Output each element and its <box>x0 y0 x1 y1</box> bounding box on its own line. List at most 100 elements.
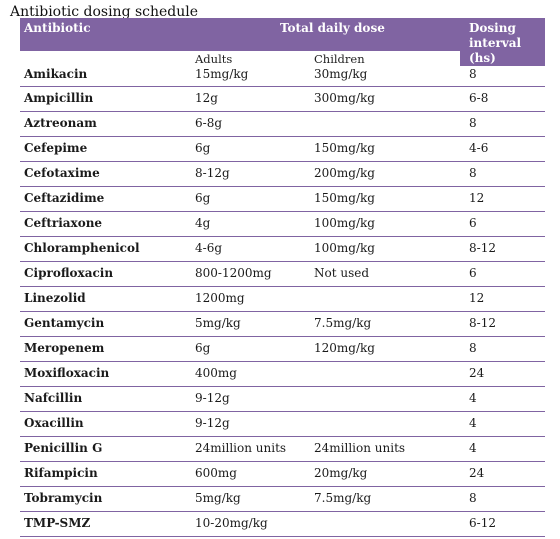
drug-name-cell: Gentamycin <box>24 316 105 330</box>
interval-cell: 12 <box>469 291 485 305</box>
interval-cell: 24 <box>469 466 485 480</box>
interval-cell: 4 <box>469 441 477 455</box>
adults-dose-cell: 15mg/kg <box>195 67 249 81</box>
adults-dose-cell: 5mg/kg <box>195 316 241 330</box>
table-header: Antibiotic Total daily dose Dosing inter… <box>20 18 545 66</box>
adults-dose-cell: 24million units <box>195 441 287 455</box>
table-row: Nafcillin 9-12g 4 <box>20 387 545 412</box>
drug-name-cell: Linezolid <box>24 291 86 305</box>
header-antibiotic: Antibiotic <box>24 21 91 35</box>
interval-cell: 4 <box>469 416 477 430</box>
adults-dose-cell: 6g <box>195 141 211 155</box>
drug-name-cell: Ceftazidime <box>24 191 105 205</box>
drug-name-cell: Cefepime <box>24 141 88 155</box>
children-dose-cell: 100mg/kg <box>314 216 375 230</box>
children-dose-cell: 24million units <box>314 441 406 455</box>
drug-name-cell: Chloramphenicol <box>24 241 140 255</box>
interval-cell: 12 <box>469 191 485 205</box>
table-row: Chloramphenicol 4-6g 100mg/kg 8-12 <box>20 237 545 262</box>
interval-cell: 8 <box>469 341 477 355</box>
interval-cell: 8 <box>469 491 477 505</box>
drug-name-cell: Ciprofloxacin <box>24 266 114 280</box>
adults-dose-cell: 6-8g <box>195 116 223 130</box>
table-body: Amikacin 15mg/kg 30mg/kg 8 Ampicillin 12g 300m… <box>20 66 545 537</box>
adults-dose-cell: 800-1200mg <box>195 266 272 280</box>
interval-cell: 4 <box>469 391 477 405</box>
interval-cell: 4-6 <box>469 141 489 155</box>
table-row: Meropenem 6g 120mg/kg 8 <box>20 337 545 362</box>
children-dose-cell: 20mg/kg <box>314 466 368 480</box>
header-total-daily-dose: Total daily dose <box>280 21 385 35</box>
adults-dose-cell: 9-12g <box>195 391 230 405</box>
interval-cell: 8 <box>469 67 477 81</box>
interval-cell: 8 <box>469 166 477 180</box>
adults-dose-cell: 9-12g <box>195 416 230 430</box>
table-row: Amikacin 15mg/kg 30mg/kg 8 <box>20 66 545 87</box>
header-dosing-interval: Dosing interval (hs) <box>469 21 522 65</box>
dosing-table: Antibiotic Total daily dose Dosing inter… <box>20 18 545 537</box>
table-row: Ceftazidime 6g 150mg/kg 12 <box>20 187 545 212</box>
table-row: Ceftriaxone 4g 100mg/kg 6 <box>20 212 545 237</box>
interval-cell: 6-12 <box>469 516 496 530</box>
table-row: Penicillin G 24million units 24million uni… <box>20 437 545 462</box>
children-dose-cell: 200mg/kg <box>314 166 375 180</box>
adults-dose-cell: 4g <box>195 216 211 230</box>
subheader-children: Children <box>314 52 365 66</box>
adults-dose-cell: 1200mg <box>195 291 245 305</box>
table-row: Linezolid 1200mg 12 <box>20 287 545 312</box>
table-row: Aztreonam 6-8g 8 <box>20 112 545 137</box>
adults-dose-cell: 600mg <box>195 466 237 480</box>
drug-name-cell: Cefotaxime <box>24 166 100 180</box>
children-dose-cell: 100mg/kg <box>314 241 375 255</box>
drug-name-cell: Amikacin <box>24 67 88 81</box>
adults-dose-cell: 5mg/kg <box>195 491 241 505</box>
drug-name-cell: Tobramycin <box>24 491 103 505</box>
drug-name-cell: Nafcillin <box>24 391 83 405</box>
interval-cell: 8-12 <box>469 316 496 330</box>
table-row: Ampicillin 12g 300mg/kg 6-8 <box>20 87 545 112</box>
table-row: Oxacillin 9-12g 4 <box>20 412 545 437</box>
children-dose-cell: Not used <box>314 266 370 280</box>
children-dose-cell: 150mg/kg <box>314 191 375 205</box>
adults-dose-cell: 8-12g <box>195 166 230 180</box>
drug-name-cell: Penicillin G <box>24 441 103 455</box>
table-row: Gentamycin 5mg/kg 7.5mg/kg 8-12 <box>20 312 545 337</box>
interval-cell: 6 <box>469 216 477 230</box>
interval-cell: 6 <box>469 266 477 280</box>
drug-name-cell: Oxacillin <box>24 416 84 430</box>
interval-cell: 8-12 <box>469 241 496 255</box>
drug-name-cell: TMP-SMZ <box>24 516 91 530</box>
adults-dose-cell: 10-20mg/kg <box>195 516 268 530</box>
drug-name-cell: Ceftriaxone <box>24 216 103 230</box>
interval-cell: 8 <box>469 116 477 130</box>
table-row: Rifampicin 600mg 20mg/kg 24 <box>20 462 545 487</box>
adults-dose-cell: 6g <box>195 191 211 205</box>
table-subheader: Adults Children <box>20 51 460 66</box>
adults-dose-cell: 12g <box>195 91 218 105</box>
document-title: Antibiotic dosing schedule <box>10 4 199 20</box>
drug-name-cell: Ampicillin <box>24 91 94 105</box>
table-row: Cefepime 6g 150mg/kg 4-6 <box>20 137 545 162</box>
children-dose-cell: 300mg/kg <box>314 91 375 105</box>
children-dose-cell: 7.5mg/kg <box>314 316 372 330</box>
table-row: Tobramycin 5mg/kg 7.5mg/kg 8 <box>20 487 545 512</box>
adults-dose-cell: 400mg <box>195 366 237 380</box>
adults-dose-cell: 4-6g <box>195 241 223 255</box>
children-dose-cell: 120mg/kg <box>314 341 375 355</box>
drug-name-cell: Rifampicin <box>24 466 98 480</box>
children-dose-cell: 30mg/kg <box>314 67 368 81</box>
interval-cell: 24 <box>469 366 485 380</box>
drug-name-cell: Moxifloxacin <box>24 366 110 380</box>
drug-name-cell: Meropenem <box>24 341 105 355</box>
adults-dose-cell: 6g <box>195 341 211 355</box>
children-dose-cell: 150mg/kg <box>314 141 375 155</box>
table-row: TMP-SMZ 10-20mg/kg 6-12 <box>20 512 545 537</box>
children-dose-cell: 7.5mg/kg <box>314 491 372 505</box>
table-row: Ciprofloxacin 800-1200mg Not used 6 <box>20 262 545 287</box>
interval-cell: 6-8 <box>469 91 489 105</box>
table-row: Moxifloxacin 400mg 24 <box>20 362 545 387</box>
table-row: Cefotaxime 8-12g 200mg/kg 8 <box>20 162 545 187</box>
subheader-adults: Adults <box>195 52 233 66</box>
drug-name-cell: Aztreonam <box>24 116 97 130</box>
